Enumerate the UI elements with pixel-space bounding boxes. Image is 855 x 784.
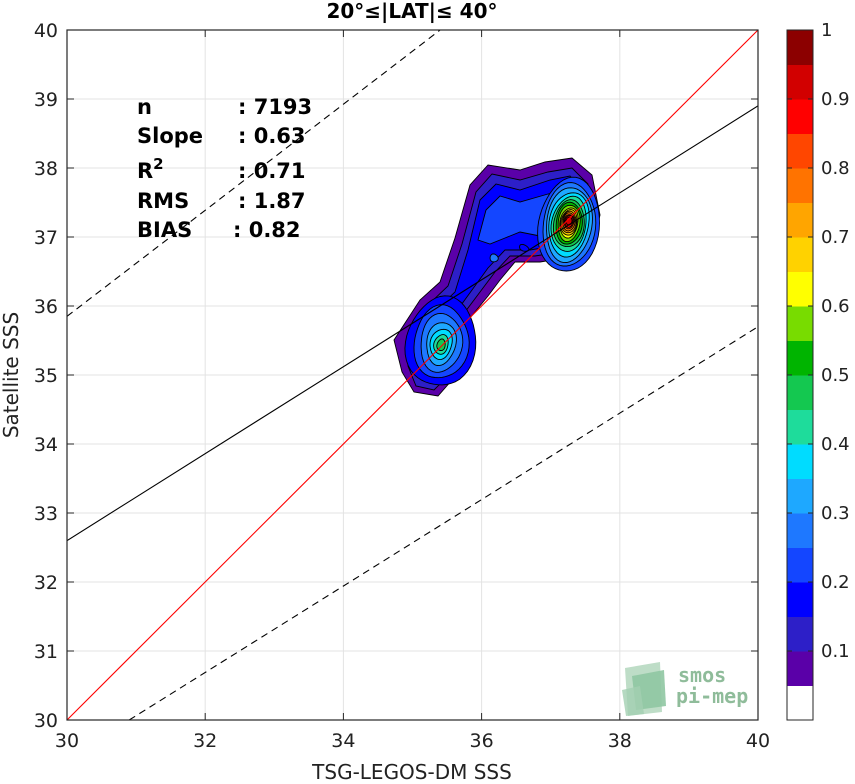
y-axis-title: Satellite SSS bbox=[0, 312, 23, 438]
colorbar-swatch bbox=[787, 478, 813, 514]
stat-label-superscript: 2 bbox=[153, 155, 163, 173]
colorbar-swatch bbox=[787, 340, 813, 376]
y-tick-label: 38 bbox=[34, 158, 58, 180]
grid bbox=[67, 30, 758, 720]
logo-text-line1: smos bbox=[678, 663, 726, 687]
y-tick-label: 40 bbox=[34, 20, 58, 42]
x-tick-label: 32 bbox=[193, 730, 217, 752]
x-axis-title: TSG-LEGOS-DM SSS bbox=[311, 760, 512, 784]
y-tick-label: 36 bbox=[34, 296, 58, 318]
x-tick-label: 30 bbox=[55, 730, 79, 752]
stat-label: n bbox=[137, 95, 152, 119]
x-tick-label: 38 bbox=[608, 730, 632, 752]
chart-title: 20°≤|LAT|≤ 40° bbox=[326, 0, 497, 23]
colorbar-swatch bbox=[787, 306, 813, 341]
y-tick-label: 33 bbox=[34, 503, 58, 525]
identity-line bbox=[67, 30, 758, 720]
colorbar-swatch bbox=[787, 444, 813, 479]
colorbar-tick-label: 0.1 bbox=[821, 641, 850, 662]
y-tick-label: 35 bbox=[34, 365, 58, 387]
y-tick-label: 30 bbox=[34, 710, 58, 732]
smos-pi-mep-logo: smos pi-mep bbox=[622, 662, 748, 716]
colorbar-swatch bbox=[787, 547, 813, 583]
density-band-lower-7 bbox=[436, 338, 446, 352]
y-tick-label: 37 bbox=[34, 227, 58, 249]
colorbar-tick-label: 0.3 bbox=[821, 503, 850, 524]
density-island bbox=[519, 243, 530, 252]
stat-value: : 0.71 bbox=[238, 159, 306, 183]
x-tick-label: 34 bbox=[331, 730, 355, 752]
density-island bbox=[489, 253, 499, 263]
colorbar-swatch bbox=[787, 685, 813, 721]
x-tick-label: 40 bbox=[746, 730, 770, 752]
regression-line bbox=[67, 105, 758, 542]
colorbar-swatch bbox=[787, 99, 813, 134]
colorbar-tick-label: 0.6 bbox=[821, 296, 850, 317]
logo-emblem bbox=[622, 662, 666, 716]
colorbar-swatch bbox=[787, 409, 813, 445]
colorbar-tick-label: 0.7 bbox=[821, 227, 850, 248]
colorbar-tick-label: 1 bbox=[821, 20, 832, 41]
y-tick-label: 39 bbox=[34, 89, 58, 111]
colorbar: 0.1 0.2 0.3 0.4 0.5 0.6 0.7 0.8 0.9 1 bbox=[786, 20, 850, 721]
lower-bound-line bbox=[128, 326, 758, 720]
y-tick-label: 34 bbox=[34, 434, 58, 456]
colorbar-tick-label: 0.4 bbox=[821, 434, 850, 455]
stat-label: RMS bbox=[137, 189, 189, 213]
upper-bound-line bbox=[67, 30, 441, 317]
colorbar-swatch bbox=[787, 582, 813, 617]
stat-value: : 0.63 bbox=[238, 124, 306, 148]
colorbar-tick-label: 0.2 bbox=[821, 572, 850, 593]
colorbar-swatch bbox=[787, 513, 813, 548]
colorbar-swatch bbox=[787, 133, 813, 169]
logo-text-line2: pi-mep bbox=[676, 684, 748, 708]
colorbar-swatch bbox=[787, 64, 813, 100]
reference-lines bbox=[67, 30, 758, 720]
y-tick-label: 31 bbox=[34, 641, 58, 663]
stat-value: : 7193 bbox=[238, 95, 312, 119]
x-tick-label: 36 bbox=[470, 730, 494, 752]
colorbar-swatch bbox=[787, 375, 813, 410]
stat-value: : 1.87 bbox=[238, 189, 306, 213]
colorbar-swatch bbox=[787, 202, 813, 238]
stat-value: : 0.82 bbox=[233, 218, 301, 242]
colorbar-tick-label: 0.9 bbox=[821, 89, 850, 110]
y-tick-label: 32 bbox=[34, 572, 58, 594]
colorbar-swatch bbox=[787, 30, 813, 65]
colorbar-tick-label: 0.5 bbox=[821, 365, 850, 386]
colorbar-swatch bbox=[787, 168, 813, 203]
colorbar-tick-label: 0.8 bbox=[821, 158, 850, 179]
colorbar-swatch bbox=[787, 651, 813, 686]
stat-label: Slope bbox=[137, 124, 203, 148]
colorbar-swatch bbox=[787, 271, 813, 307]
colorbar-swatch bbox=[787, 616, 813, 652]
axis-ticks: 30 32 34 36 38 40 30 31 32 33 34 35 36 37 38 39 40 bbox=[34, 20, 770, 752]
stat-label: BIAS bbox=[137, 218, 192, 242]
colorbar-swatch bbox=[787, 237, 813, 272]
